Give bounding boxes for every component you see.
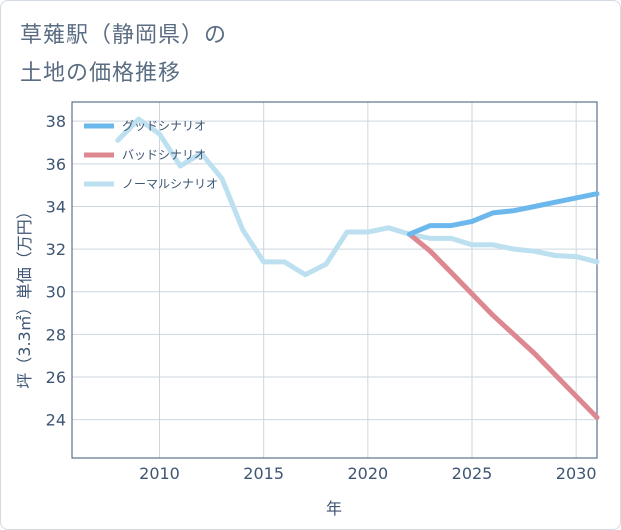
legend-label: ノーマルシナリオ xyxy=(122,177,218,191)
legend-label: バッドシナリオ xyxy=(122,148,206,162)
plot-frame xyxy=(71,101,598,459)
series-line-1 xyxy=(407,231,600,420)
tick-labels: 2010 2015 2020 2025 2030 24 26 28 30 32 34 36 38 xyxy=(46,112,597,483)
y-tick-label: 34 xyxy=(46,197,66,216)
y-tick-label: 32 xyxy=(46,240,66,259)
y-tick-label: 36 xyxy=(46,155,66,174)
series-line-0 xyxy=(407,191,600,237)
legend-label: グッドシナリオ xyxy=(122,119,206,133)
chart-title-line1: 草薙駅（静岡県）の xyxy=(20,23,228,48)
x-tick-label: 2025 xyxy=(452,464,493,483)
y-axis-label: 坪（3.3㎡）単価（万円） xyxy=(15,203,34,388)
x-tick-label: 2010 xyxy=(139,464,180,483)
series-line-2 xyxy=(115,116,600,278)
x-tick-label: 2015 xyxy=(243,464,284,483)
series-lines xyxy=(115,116,600,420)
y-tick-label: 28 xyxy=(46,325,66,344)
y-tick-label: 38 xyxy=(46,112,66,131)
chart-title-line2: 土地の価格推移 xyxy=(20,61,182,86)
x-axis-label: 年 xyxy=(326,499,342,518)
grid-lines xyxy=(72,102,597,458)
y-tick-label: 26 xyxy=(46,368,66,387)
y-tick-label: 30 xyxy=(46,283,66,302)
y-tick-label: 24 xyxy=(46,411,66,430)
x-tick-label: 2020 xyxy=(347,464,388,483)
x-tick-label: 2030 xyxy=(556,464,597,483)
